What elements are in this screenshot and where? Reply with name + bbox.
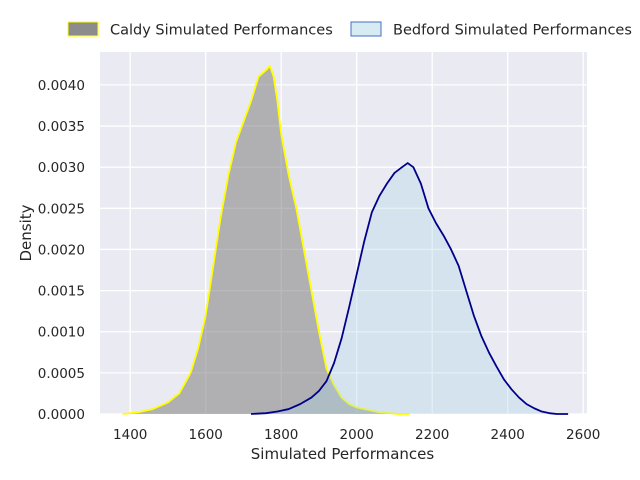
x-axis-ticks: 1400 1600 1800 2000 2200 2400 2600 — [113, 427, 600, 443]
caldy-density-line — [122, 65, 410, 415]
bedford-density-line — [250, 162, 569, 415]
x-tick-label: 1600 — [189, 427, 223, 443]
legend: Caldy Simulated Performances Bedford Simu… — [67, 21, 632, 39]
y-tick-label: 0.0035 — [38, 119, 85, 135]
x-tick-label: 2400 — [491, 427, 525, 443]
bedford-density-area — [251, 163, 569, 414]
x-tick-label: 2600 — [566, 427, 600, 443]
bedford-legend-swatch — [350, 21, 382, 37]
x-tick-label: 1400 — [113, 427, 147, 443]
x-axis-label: Simulated Performances — [251, 445, 435, 463]
caldy-density-area — [122, 65, 410, 415]
y-tick-label: 0.0000 — [38, 407, 85, 423]
y-tick-label: 0.0005 — [38, 366, 85, 382]
caldy-legend-swatch — [67, 21, 99, 37]
plot-area — [100, 52, 587, 414]
x-tick-label: 1800 — [264, 427, 298, 443]
y-tick-label: 0.0030 — [38, 160, 85, 176]
y-tick-label: 0.0040 — [38, 78, 85, 94]
x-tick-label: 2200 — [415, 427, 449, 443]
y-axis-ticks: 0.0000 0.0005 0.0010 0.0015 0.0020 0.0025 0.00… — [38, 78, 85, 423]
x-tick-label: 2000 — [340, 427, 374, 443]
y-tick-label: 0.0010 — [38, 325, 85, 341]
y-tick-label: 0.0020 — [38, 242, 85, 258]
bedford-legend-label: Bedford Simulated Performances — [393, 23, 632, 39]
y-axis-label: Density — [17, 204, 35, 261]
caldy-legend-label: Caldy Simulated Performances — [110, 23, 333, 39]
y-tick-label: 0.0015 — [38, 284, 85, 300]
y-tick-label: 0.0025 — [38, 201, 85, 217]
density-areas — [122, 65, 569, 415]
